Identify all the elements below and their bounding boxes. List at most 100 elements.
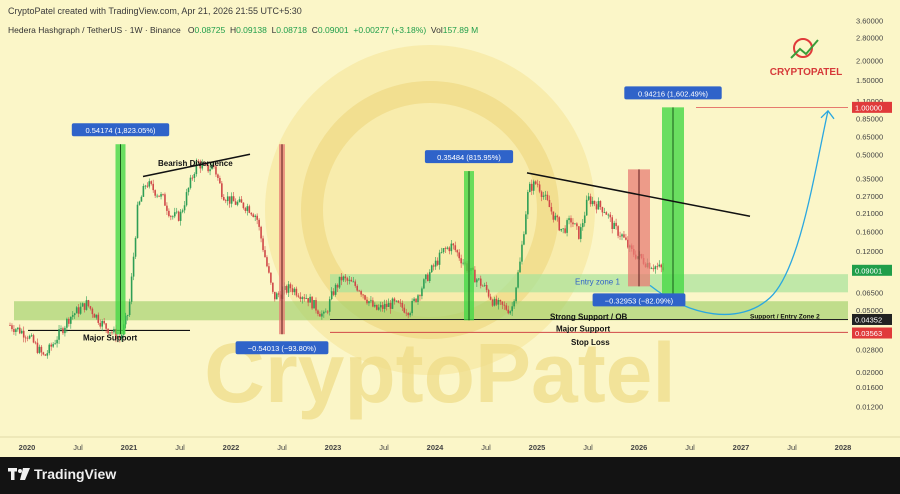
- candle-body: [311, 296, 313, 309]
- candle-body: [550, 207, 553, 212]
- low-label: L: [271, 25, 277, 35]
- candle-body: [656, 266, 659, 268]
- candle-body: [70, 316, 72, 324]
- candle-body: [134, 237, 137, 257]
- candle-body: [189, 177, 192, 188]
- candle-body: [495, 298, 498, 305]
- candle-body: [319, 313, 321, 317]
- candle-body: [346, 278, 349, 281]
- candle-body: [595, 204, 598, 210]
- candle-body: [552, 211, 555, 220]
- change-value: +0.00277 (+3.18%): [353, 25, 427, 35]
- low-value: 0.08718: [276, 25, 308, 35]
- candle-body: [342, 276, 345, 281]
- time-tick-label: 2028: [835, 443, 852, 452]
- candle-body: [119, 336, 121, 339]
- chart-background: [0, 0, 900, 457]
- candle-body: [364, 295, 366, 300]
- candle-body: [297, 295, 300, 297]
- support-entry-zone-2-label: Support / Entry Zone 2: [750, 313, 820, 320]
- candle-body: [172, 216, 174, 218]
- price-chart[interactable]: CryptoPatel 0.54174 (1,823.05%)0.35484 (…: [0, 0, 900, 457]
- candle-body: [589, 196, 592, 205]
- time-axis[interactable]: 2020 Jul 2021 Jul 2022 Jul 2023 Jul 2024 Jul 2025 J…: [0, 436, 900, 452]
- candle-body: [650, 268, 653, 270]
- candle-body: [146, 185, 149, 187]
- candle-body: [568, 218, 570, 221]
- candles-layer: [9, 158, 664, 359]
- candle-body: [489, 296, 492, 300]
- chart-credit: CryptoPatel created with TradingView.com…: [8, 6, 302, 16]
- candle-body: [164, 194, 166, 206]
- candle-body: [578, 226, 580, 239]
- candle-body: [148, 181, 151, 187]
- candle-body: [615, 222, 617, 227]
- candle-body: [348, 279, 351, 281]
- candle-body: [201, 163, 204, 169]
- candle-body: [654, 266, 657, 270]
- candle-body: [623, 234, 625, 238]
- candle-body: [652, 268, 655, 270]
- candle-body: [660, 264, 663, 268]
- price-tick-label: 0.12000: [856, 247, 883, 256]
- candle-body: [417, 295, 419, 303]
- candle-body: [268, 266, 270, 273]
- tradingview-logo-icon[interactable]: [8, 468, 30, 480]
- price-tag-label: 0.09001: [855, 266, 882, 275]
- candle-body: [256, 215, 258, 220]
- symbol-legend[interactable]: Hedera Hashgraph / TetherUS · 1W · Binan…: [8, 25, 478, 35]
- bearish-divergence-line: [142, 153, 251, 178]
- candle-body: [289, 284, 292, 289]
- candle-body: [197, 160, 200, 162]
- price-axis[interactable]: 3.60000 2.80000 2.00000 1.50000 1.10000 0.850…: [852, 17, 892, 412]
- candle-body: [393, 298, 396, 302]
- candle-body: [103, 320, 105, 324]
- price-tick-label: 0.02800: [856, 345, 883, 354]
- candle-body: [128, 301, 131, 316]
- candle-body: [493, 298, 496, 306]
- candle-body: [238, 199, 241, 202]
- tradingview-brand-text: TradingView: [34, 466, 117, 482]
- candle-body: [438, 252, 441, 265]
- candle-body: [132, 256, 135, 277]
- projection-arrowhead: [820, 109, 835, 120]
- candle-body: [221, 183, 223, 198]
- candle-body: [183, 205, 186, 211]
- price-tick-label: 1.10000: [856, 97, 883, 106]
- strong-support-label: Strong Support / OB: [550, 312, 628, 321]
- close-value: 0.09001: [317, 25, 349, 35]
- price-tag-label: 0.04352: [855, 315, 882, 324]
- candle-body: [334, 284, 337, 295]
- candle-body: [430, 265, 433, 273]
- candle-body: [305, 298, 307, 299]
- loss-label-bg: [592, 293, 686, 307]
- candle-body: [585, 199, 588, 216]
- major-support-left-label: Major Support: [83, 333, 138, 342]
- candle-body: [597, 201, 600, 210]
- candle-body: [421, 288, 423, 297]
- candle-body: [111, 332, 113, 334]
- price-tick-label: 0.02000: [856, 368, 883, 377]
- candle-body: [9, 325, 11, 326]
- candle-body: [64, 327, 66, 334]
- candle-body: [409, 313, 411, 316]
- candle-body: [162, 194, 164, 195]
- time-tick-label: Jul: [277, 443, 287, 452]
- candle-body: [13, 329, 15, 332]
- candle-body: [381, 305, 384, 309]
- volume-label: Vol: [430, 25, 443, 35]
- candle-body: [485, 284, 488, 290]
- candle-body: [195, 160, 198, 175]
- candle-body: [121, 334, 123, 339]
- candle-body: [124, 315, 127, 325]
- candle-body: [605, 212, 608, 215]
- candle-body: [591, 200, 594, 205]
- candle-body: [436, 260, 439, 265]
- candle-body: [374, 304, 376, 307]
- candle-body: [44, 354, 47, 356]
- candle-body: [11, 325, 13, 330]
- tradingview-brand[interactable]: TradingView: [34, 466, 116, 482]
- candle-body: [20, 330, 23, 334]
- candle-body: [621, 234, 623, 237]
- candle-body: [224, 200, 227, 202]
